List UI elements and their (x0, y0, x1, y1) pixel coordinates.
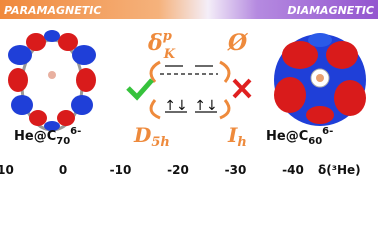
c70-orbital (8, 30, 96, 132)
tick-label: -40 (282, 163, 304, 177)
diamagnetic-label: DIAMAGNETIC (287, 4, 374, 17)
tick-label: 10 (0, 163, 14, 177)
c70-label: He@C706- (14, 126, 81, 147)
tick-label: -20 (167, 163, 189, 177)
axis-label: δ(³He) (318, 163, 361, 177)
arrows (149, 60, 231, 120)
shift-axis: 10 0 -10 -20 -30 -40 (0, 163, 304, 177)
orbital-levels (160, 65, 218, 113)
shift-symbol: δp K (147, 29, 176, 62)
empty-symbol: Ø (227, 30, 248, 56)
c60-label: He@C606- (266, 126, 333, 147)
graphic: PARAMAGNETIC DIAMAGNETIC He@C706- He@C60… (0, 0, 378, 177)
spin-pair: ↑↓ (194, 98, 217, 114)
c60-orbital (274, 33, 366, 126)
tick-label: -10 (110, 163, 132, 177)
d5h-label: D5h (133, 123, 170, 150)
tick-label: 0 (59, 163, 67, 177)
ih-label: Ih (227, 123, 247, 150)
tick-label: -30 (225, 163, 247, 177)
magnetism-bar (0, 0, 378, 19)
paramagnetic-label: PARAMAGNETIC (4, 4, 101, 17)
spin-pair: ↑↓ (164, 98, 187, 114)
check-mark (126, 78, 154, 101)
cross-mark (232, 78, 252, 99)
